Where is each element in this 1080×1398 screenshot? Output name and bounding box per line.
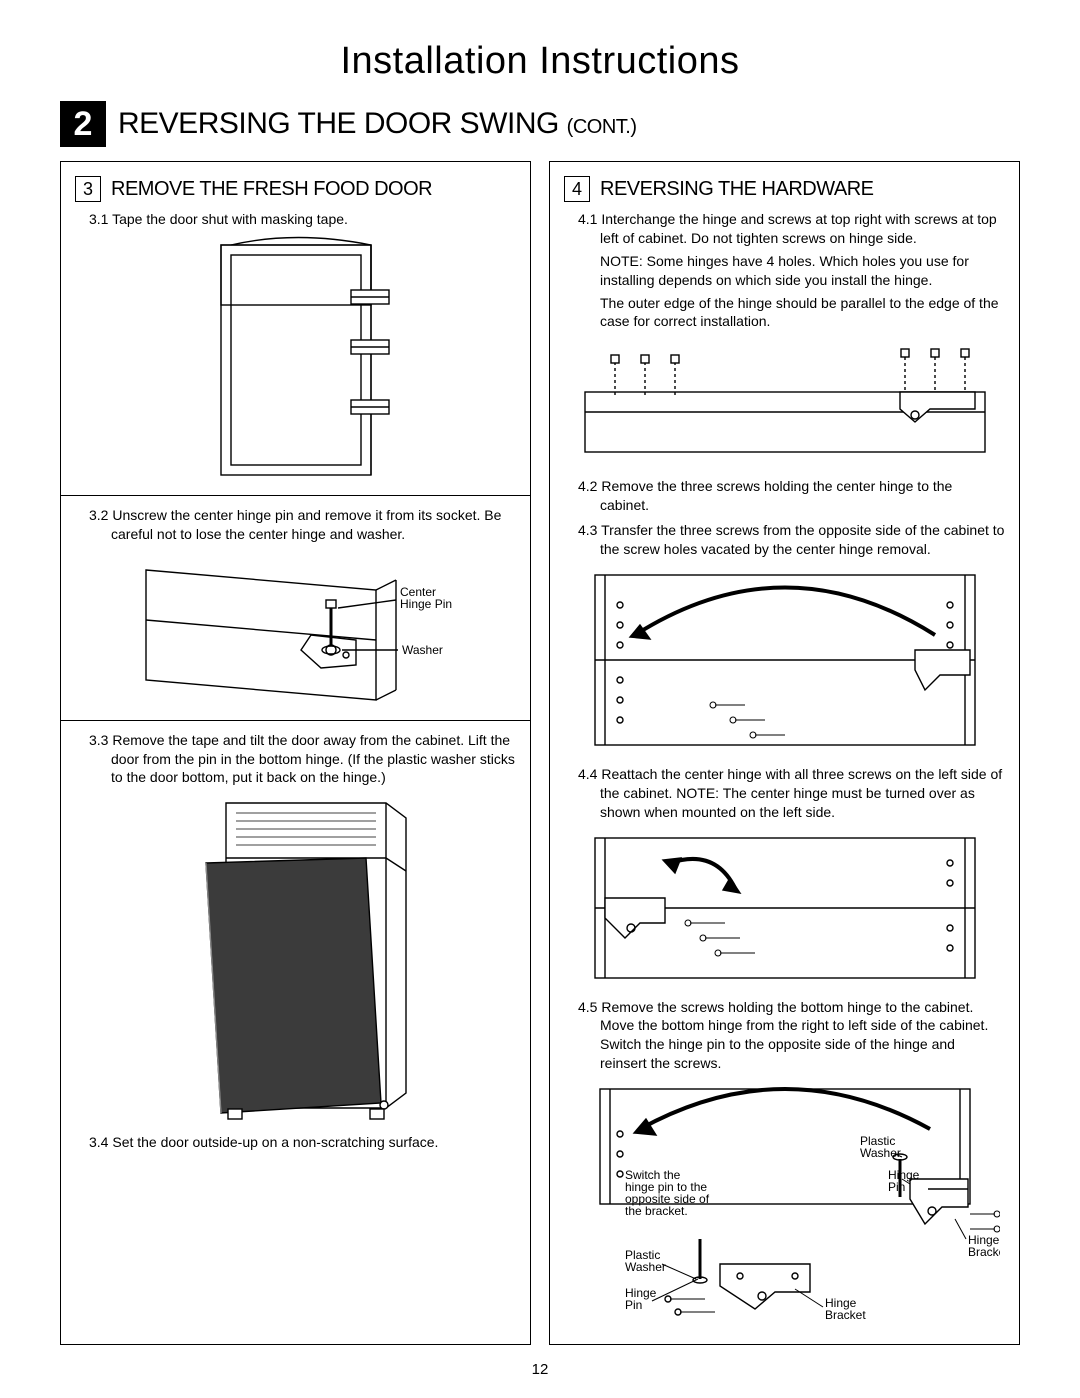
step-4-4: 4.4 Reattach the center hinge with all t… — [578, 765, 1005, 822]
section-header: 2 REVERSING THE DOOR SWING (CONT.) — [60, 101, 1020, 147]
svg-text:the bracket.: the bracket. — [625, 1204, 688, 1218]
step-4-1-note2: The outer edge of the hinge should be pa… — [600, 294, 1005, 332]
svg-text:Washer: Washer — [860, 1146, 901, 1160]
figure-4-5: Plastic Washer Switch the hinge pin to t… — [570, 1079, 1000, 1324]
svg-text:Bracket: Bracket — [968, 1245, 1000, 1259]
step-3-3: 3.3 Remove the tape and tilt the door aw… — [89, 731, 516, 788]
left-step-number: 3 — [75, 176, 101, 202]
page-title: Installation Instructions — [60, 40, 1020, 83]
divider — [61, 720, 530, 721]
svg-text:Washer: Washer — [625, 1260, 666, 1274]
step-3-4: 3.4 Set the door outside-up on a non-scr… — [89, 1133, 516, 1152]
step-4-2: 4.2 Remove the three screws holding the … — [578, 477, 1005, 515]
section-cont: (CONT.) — [567, 116, 637, 138]
step-4-1: 4.1 Interchange the hinge and screws at … — [578, 210, 1005, 248]
figure-3-2: Center Hinge Pin Washer — [126, 550, 466, 710]
step-4-3: 4.3 Transfer the three screws from the o… — [578, 521, 1005, 559]
right-step-number: 4 — [564, 176, 590, 202]
step-4-1-note1: NOTE: Some hinges have 4 holes. Which ho… — [600, 252, 1005, 290]
svg-text:Hinge Pin: Hinge Pin — [400, 597, 452, 611]
callout-washer: Washer — [402, 643, 443, 657]
step-4-5: 4.5 Remove the screws holding the bottom… — [578, 998, 1005, 1074]
right-column: 4 REVERSING THE HARDWARE 4.1 Interchange… — [549, 161, 1020, 1345]
divider — [61, 495, 530, 496]
figure-3-1 — [191, 235, 401, 485]
page-number: 12 — [60, 1361, 1020, 1378]
svg-text:Pin: Pin — [888, 1180, 905, 1194]
step-3-1: 3.1 Tape the door shut with masking tape… — [89, 210, 516, 229]
section-title-text: REVERSING THE DOOR SWING — [118, 107, 559, 140]
step-3-2: 3.2 Unscrew the center hinge pin and rem… — [89, 506, 516, 544]
figure-4-4 — [575, 828, 995, 988]
figure-4-1 — [575, 337, 995, 467]
right-step-title: REVERSING THE HARDWARE — [600, 178, 873, 201]
left-step-title: REMOVE THE FRESH FOOD DOOR — [111, 178, 432, 201]
figure-3-3 — [166, 793, 426, 1123]
figure-4-3 — [575, 565, 995, 755]
svg-text:Pin: Pin — [625, 1298, 642, 1312]
left-column: 3 REMOVE THE FRESH FOOD DOOR 3.1 Tape th… — [60, 161, 531, 1345]
svg-text:Bracket: Bracket — [825, 1308, 866, 1322]
section-title: REVERSING THE DOOR SWING (CONT.) — [118, 107, 637, 141]
section-number: 2 — [60, 101, 106, 147]
